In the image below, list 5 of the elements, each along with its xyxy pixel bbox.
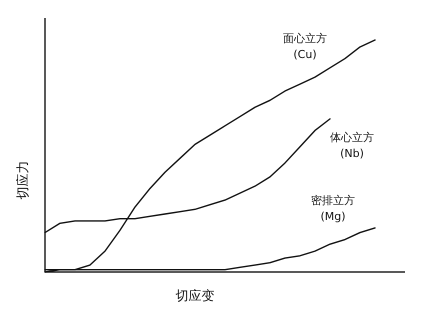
y-axis-title: 切应力 [15, 160, 31, 200]
series-label: 面心立方 (Cu) [283, 32, 327, 61]
x-axis-title: 切应变 [176, 288, 214, 304]
series-label: 体心立方 (Nb) [330, 130, 374, 160]
series-label: 密排立方 (Mg) [311, 194, 355, 223]
